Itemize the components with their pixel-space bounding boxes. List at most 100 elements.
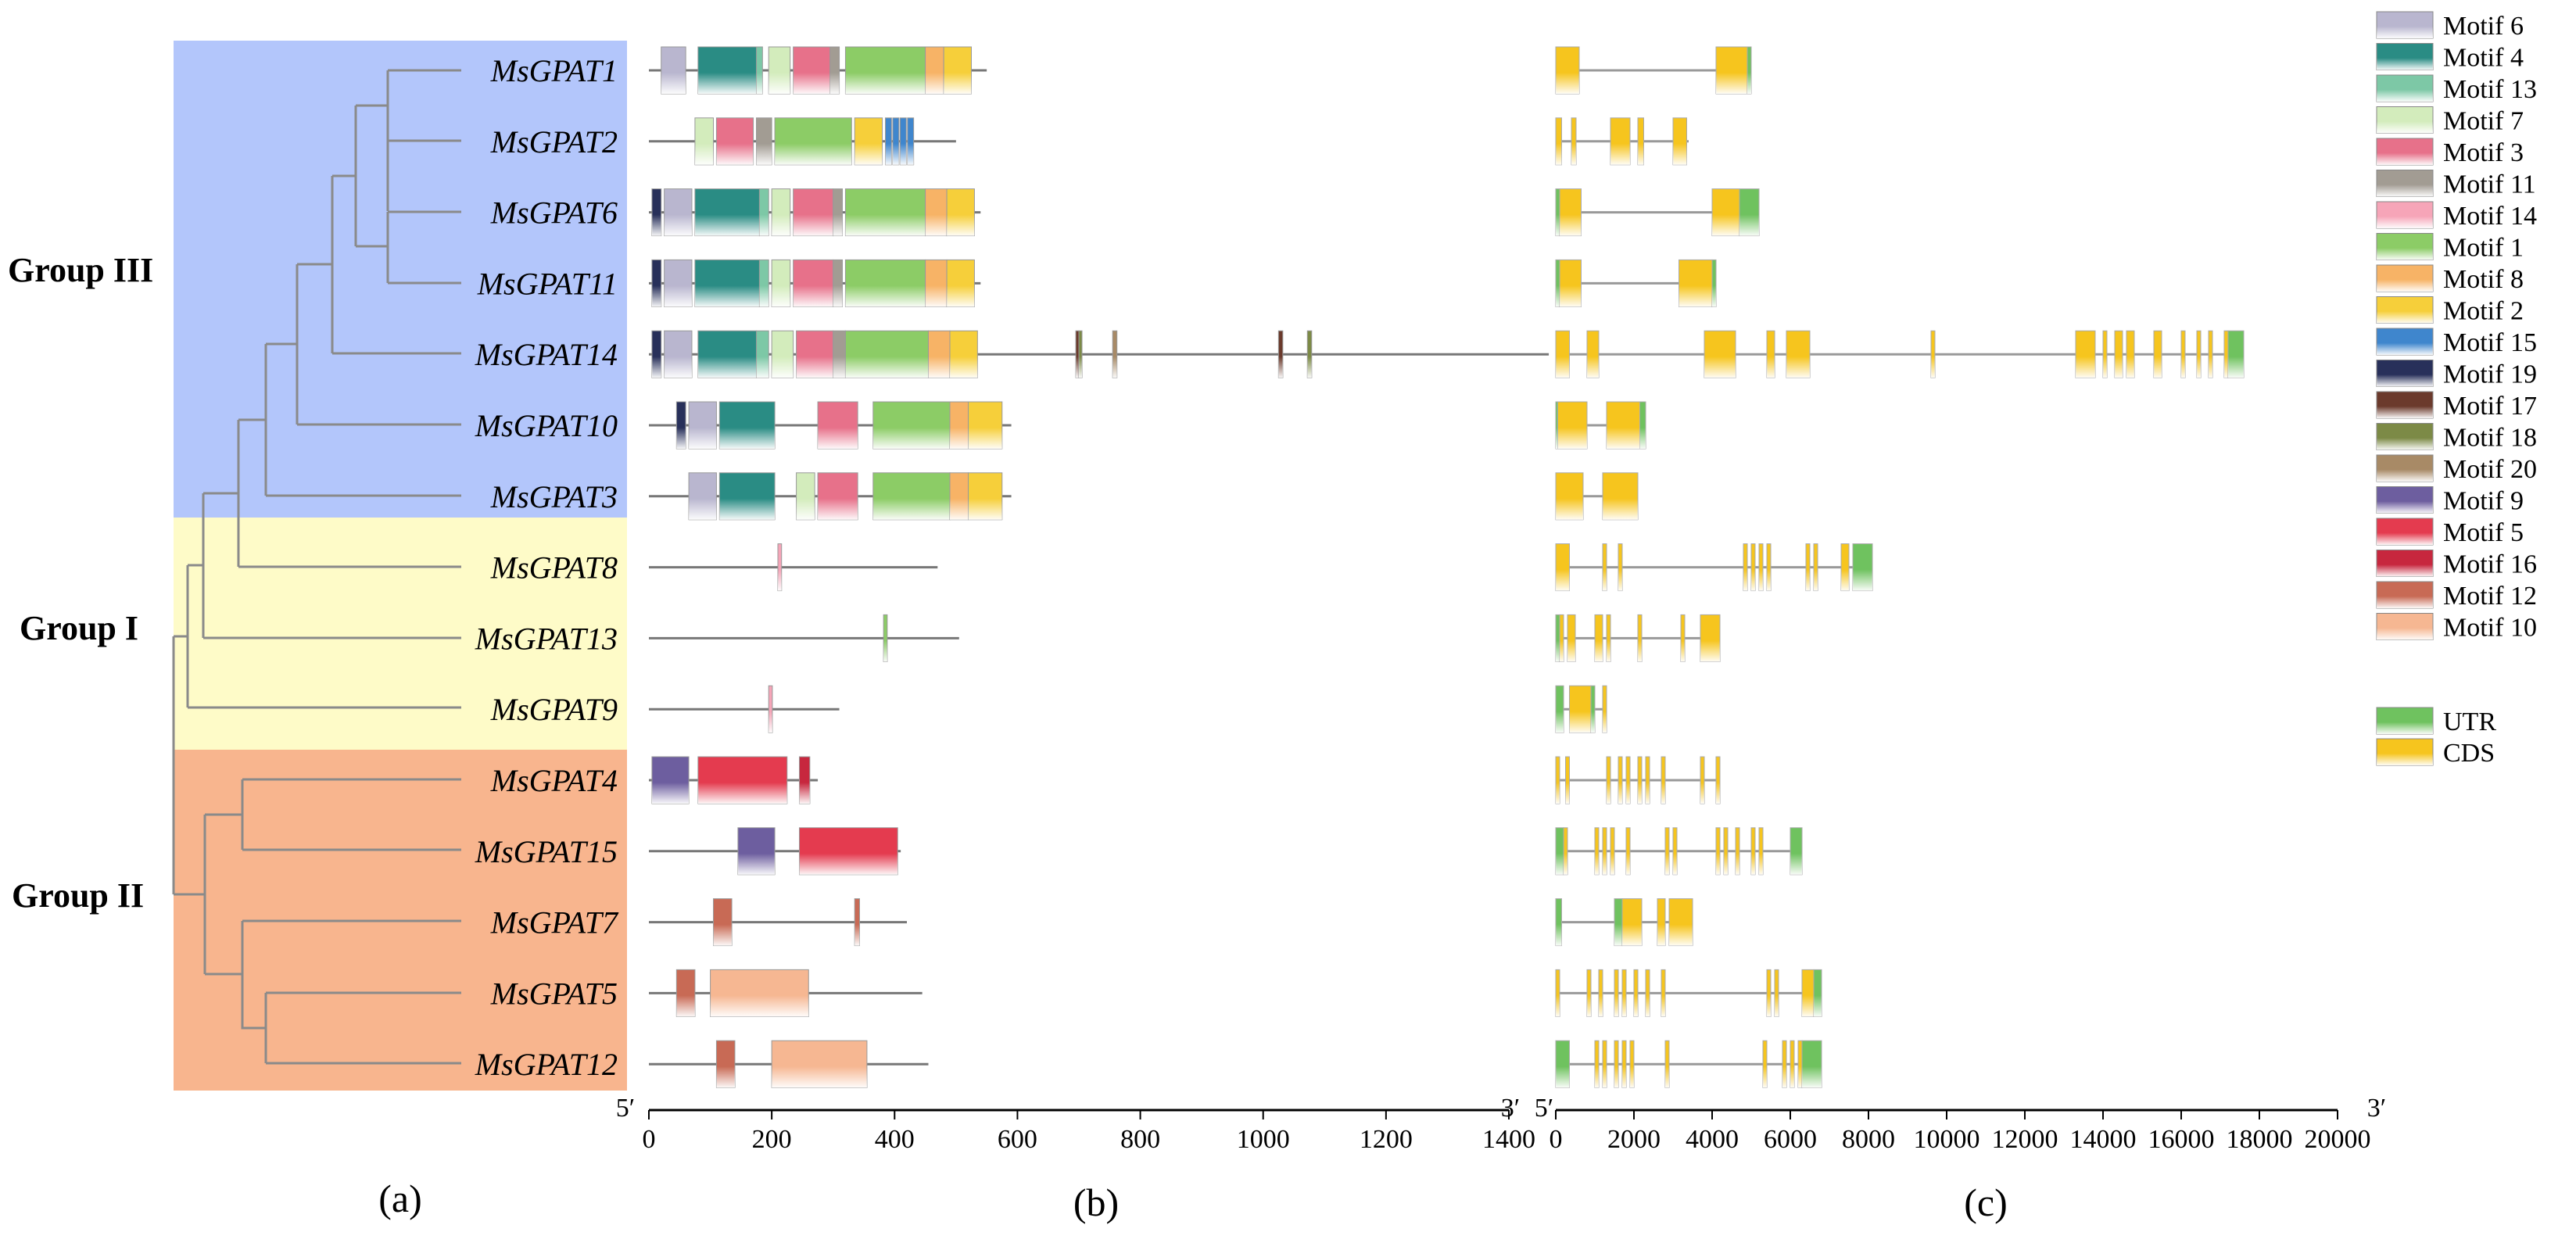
exon-shade: [1610, 827, 1614, 875]
legend-swatch-shade: [2377, 43, 2433, 70]
motif-track: [649, 827, 901, 876]
axis-tick-label: 8000: [1842, 1125, 1895, 1154]
axis-b-start: 5′: [616, 1094, 635, 1123]
motif-box-shade: [756, 47, 763, 94]
exon-shade: [1747, 47, 1751, 94]
motif-track: [649, 685, 840, 733]
group-label-iii: Group III: [8, 251, 153, 289]
axis-tick-label: 6000: [1764, 1125, 1817, 1154]
exon-shade: [1716, 827, 1720, 875]
legend-label: Motif 9: [2443, 487, 2524, 516]
motif-box-shade: [759, 188, 769, 236]
exon-shade: [1556, 260, 1560, 307]
exon-shade: [2076, 331, 2095, 378]
gene-label: MsGPAT6: [490, 195, 618, 231]
motif-track: [649, 46, 987, 95]
motif-box-shade: [694, 188, 760, 236]
exon-shade: [1712, 260, 1716, 307]
legend-label: Motif 15: [2443, 328, 2537, 357]
legend-label: Motif 10: [2443, 614, 2537, 643]
motif-box-shade: [664, 188, 692, 236]
exon-shade: [1591, 686, 1595, 733]
motif-box-shade: [697, 331, 757, 378]
exon-shade: [1614, 898, 1622, 946]
exon-shade: [1556, 614, 1560, 662]
motif-box-shade: [950, 402, 969, 449]
group-labels: Group III Group I Group II: [8, 251, 153, 915]
exon-shade: [1560, 260, 1582, 307]
exon-shade: [1630, 1041, 1634, 1088]
gene-label: MsGPAT9: [490, 692, 618, 727]
motif-track: [649, 401, 1012, 450]
exon-shade: [1739, 188, 1759, 236]
exon-shade: [2224, 331, 2228, 378]
motif-box-shade: [968, 472, 1002, 520]
gene-structure-panel: [1555, 46, 2245, 1088]
motif-box-shade: [664, 331, 692, 378]
exon-shade: [2181, 331, 2185, 378]
motif-box-shade: [737, 827, 776, 875]
exon-shade: [1814, 543, 1818, 591]
axis-tick-label: 1400: [1482, 1125, 1535, 1154]
exon-shade: [1704, 331, 1736, 378]
gene-structure: [1555, 756, 1721, 804]
gene-structure: [1555, 827, 1803, 876]
motif-box-shade: [950, 331, 978, 378]
legend-swatch-shade: [2377, 486, 2433, 514]
legend-label: Motif 3: [2443, 138, 2524, 167]
exon-shade: [1700, 614, 1720, 662]
panel-label-c: (c): [1964, 1180, 2008, 1224]
exon-shade: [1782, 1041, 1786, 1088]
exon-shade: [1673, 827, 1677, 875]
legend-label: Motif 14: [2443, 202, 2537, 231]
legend-swatch-shade: [2377, 423, 2433, 450]
motif-box-shade: [719, 402, 776, 449]
exon-shade: [1775, 969, 1779, 1017]
gene-structure: [1555, 46, 1752, 95]
motif-box-shade: [928, 331, 950, 378]
gene-label: MsGPAT10: [475, 408, 618, 443]
legend-label: Motif 7: [2443, 107, 2524, 136]
motif-box-shade: [799, 757, 810, 804]
legend-swatch-shade: [2377, 328, 2433, 355]
gene-label: MsGPAT12: [475, 1047, 618, 1082]
exon-shade: [1786, 331, 1810, 378]
motif-box-shade: [661, 47, 686, 94]
gene-labels: MsGPAT1 MsGPAT2 MsGPAT6 MsGPAT11 MsGPAT14 MsG…: [475, 53, 619, 1082]
exon-shade: [1679, 260, 1712, 307]
gene-structure: [1555, 543, 1873, 592]
exon-shade: [1736, 827, 1739, 875]
motif-box-shade: [778, 543, 782, 591]
motif-track: [649, 614, 959, 662]
motif-box-shade: [845, 331, 929, 378]
exon-shade: [1556, 117, 1562, 165]
motif-track: [649, 969, 923, 1017]
exon-shade: [2115, 331, 2123, 378]
group-bg-iii: [174, 41, 627, 518]
exon-shade: [1564, 827, 1567, 875]
gene-label: MsGPAT15: [475, 834, 618, 869]
legend-label: Motif 12: [2443, 582, 2537, 611]
exon-shade: [1665, 1041, 1669, 1088]
structure-axis: 5′ 3′ 0 2000 4000 6000 8000 10000 12000 14000 16…: [1535, 1094, 2386, 1154]
legend-swatch-shade: [2377, 296, 2433, 324]
gene-label: MsGPAT3: [490, 479, 618, 514]
exon-shade: [1669, 898, 1693, 946]
exon-shade: [2209, 331, 2212, 378]
motif-box-shade: [793, 188, 833, 236]
motif-box-shade: [664, 260, 692, 307]
exon-shade: [1556, 331, 1570, 378]
gene-structure: [1555, 898, 1693, 947]
exon-shade: [1603, 827, 1607, 875]
exon-shade: [1763, 1041, 1767, 1088]
exon-shade: [1724, 827, 1728, 875]
exon-shade: [1657, 898, 1665, 946]
gene-structure: [1555, 472, 1639, 521]
exon-shade: [1841, 543, 1849, 591]
exon-shade: [1626, 757, 1630, 804]
axis-tick-label: 400: [875, 1125, 915, 1154]
legend-swatch-shade: [2377, 550, 2433, 577]
legend-swatch-shade: [2377, 75, 2433, 102]
exon-shade: [1603, 1041, 1607, 1088]
axis-tick-label: 0: [643, 1125, 656, 1154]
